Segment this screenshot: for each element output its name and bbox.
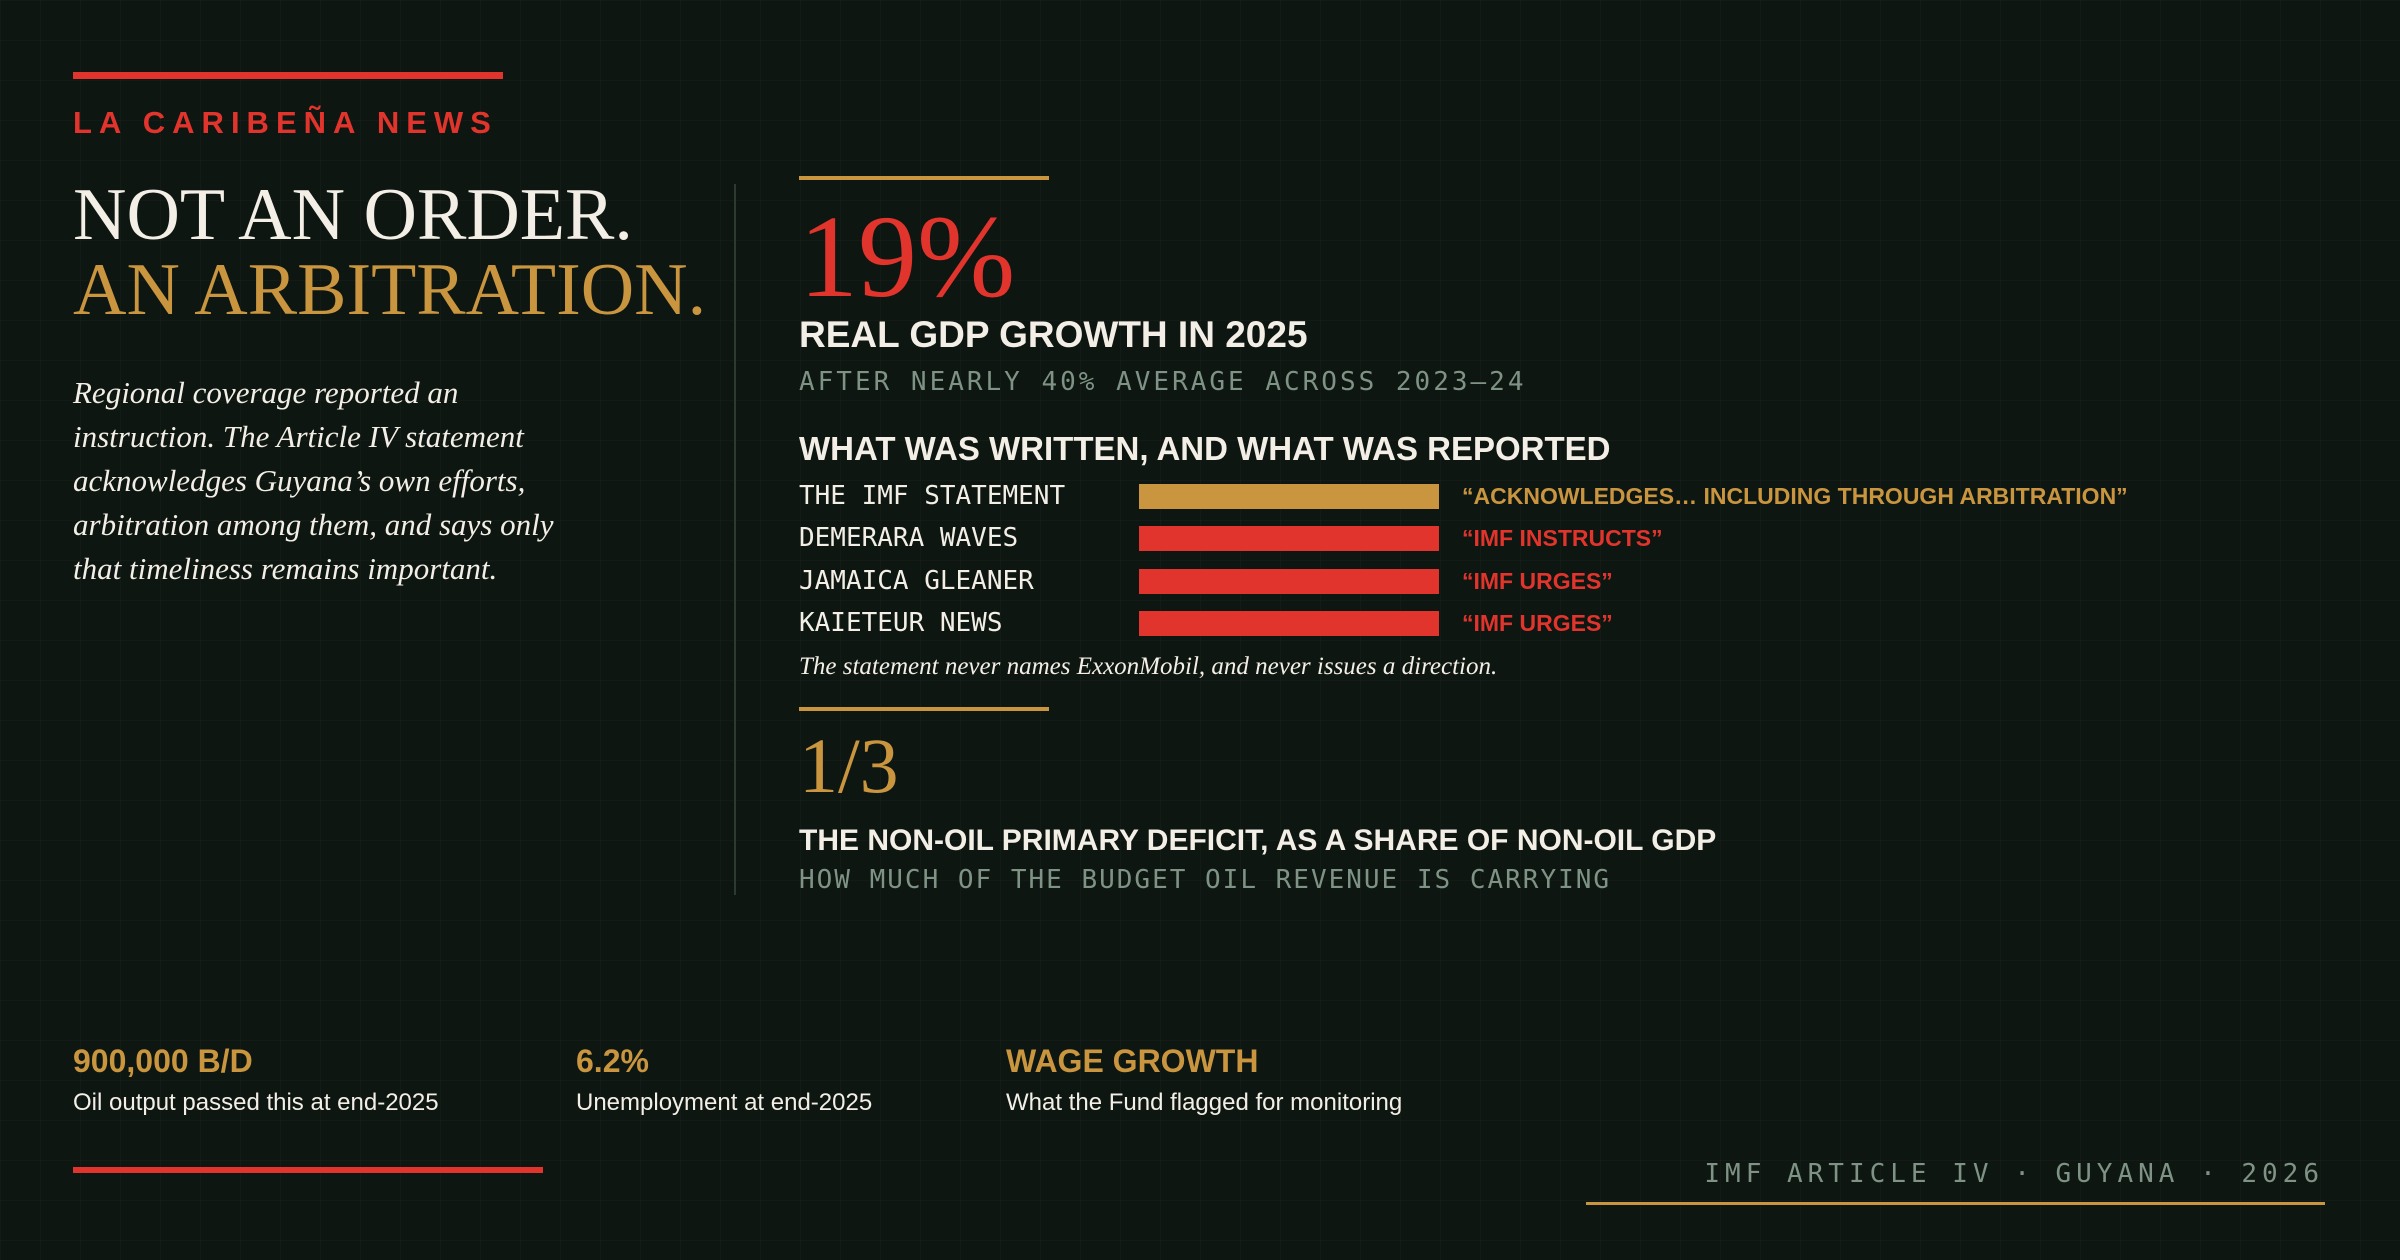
top-rule xyxy=(73,72,503,79)
fact-label: Unemployment at end-2025 xyxy=(576,1089,873,1116)
brand: LA CARIBEÑA NEWS xyxy=(73,105,498,140)
source: KAIETEUR NEWS xyxy=(799,607,1003,638)
quote-bar xyxy=(1139,484,1439,509)
headline: NOT AN ORDER. xyxy=(73,174,633,256)
bottom-rule xyxy=(73,1167,543,1173)
deck: Regional coverage reported an instructio… xyxy=(73,375,554,586)
rule xyxy=(799,707,1049,711)
divider xyxy=(734,184,736,895)
comparison-title: WHAT WAS WRITTEN, AND WHAT WAS REPORTED xyxy=(799,430,1611,467)
stat-value: 1/3 xyxy=(799,722,899,809)
fact-value: WAGE GROWTH xyxy=(1006,1043,1259,1079)
quote: “IMF URGES” xyxy=(1462,609,1613,636)
footer: IMF ARTICLE IV · GUYANA · 2026 xyxy=(1704,1159,2324,1189)
fact-label: Oil output passed this at end-2025 xyxy=(73,1089,439,1116)
stat-label: THE NON-OIL PRIMARY DEFICIT, AS A SHARE … xyxy=(799,824,1717,857)
footer-rule xyxy=(1586,1202,2325,1205)
quote: “ACKNOWLEDGES… INCLUDING THROUGH ARBITRA… xyxy=(1462,483,2128,509)
quote-bar xyxy=(1139,568,1439,594)
stat-label: REAL GDP GROWTH IN 2025 xyxy=(799,314,1308,355)
footnote: The statement never names ExxonMobil, an… xyxy=(799,653,1498,680)
source: THE IMF STATEMENT xyxy=(799,481,1066,511)
stat-note: AFTER NEARLY 40% AVERAGE ACROSS 2023–24 xyxy=(799,367,1527,397)
fact-value: 6.2% xyxy=(576,1043,649,1079)
stat-note: HOW MUCH OF THE BUDGET OIL REVENUE IS CA… xyxy=(799,865,1612,895)
quote-bar xyxy=(1139,526,1439,552)
headline: AN ARBITRATION. xyxy=(73,249,707,331)
fact-label: What the Fund flagged for monitoring xyxy=(1006,1089,1403,1116)
quote-bar xyxy=(1139,610,1439,636)
quote: “IMF INSTRUCTS” xyxy=(1462,525,1663,552)
source: DEMERARA WAVES xyxy=(799,523,1019,554)
rule xyxy=(799,176,1049,180)
stat-value: 19% xyxy=(799,191,1016,322)
source: JAMAICA GLEANER xyxy=(799,565,1034,596)
fact-value: 900,000 B/D xyxy=(73,1043,253,1079)
quote: “IMF URGES” xyxy=(1462,567,1613,594)
